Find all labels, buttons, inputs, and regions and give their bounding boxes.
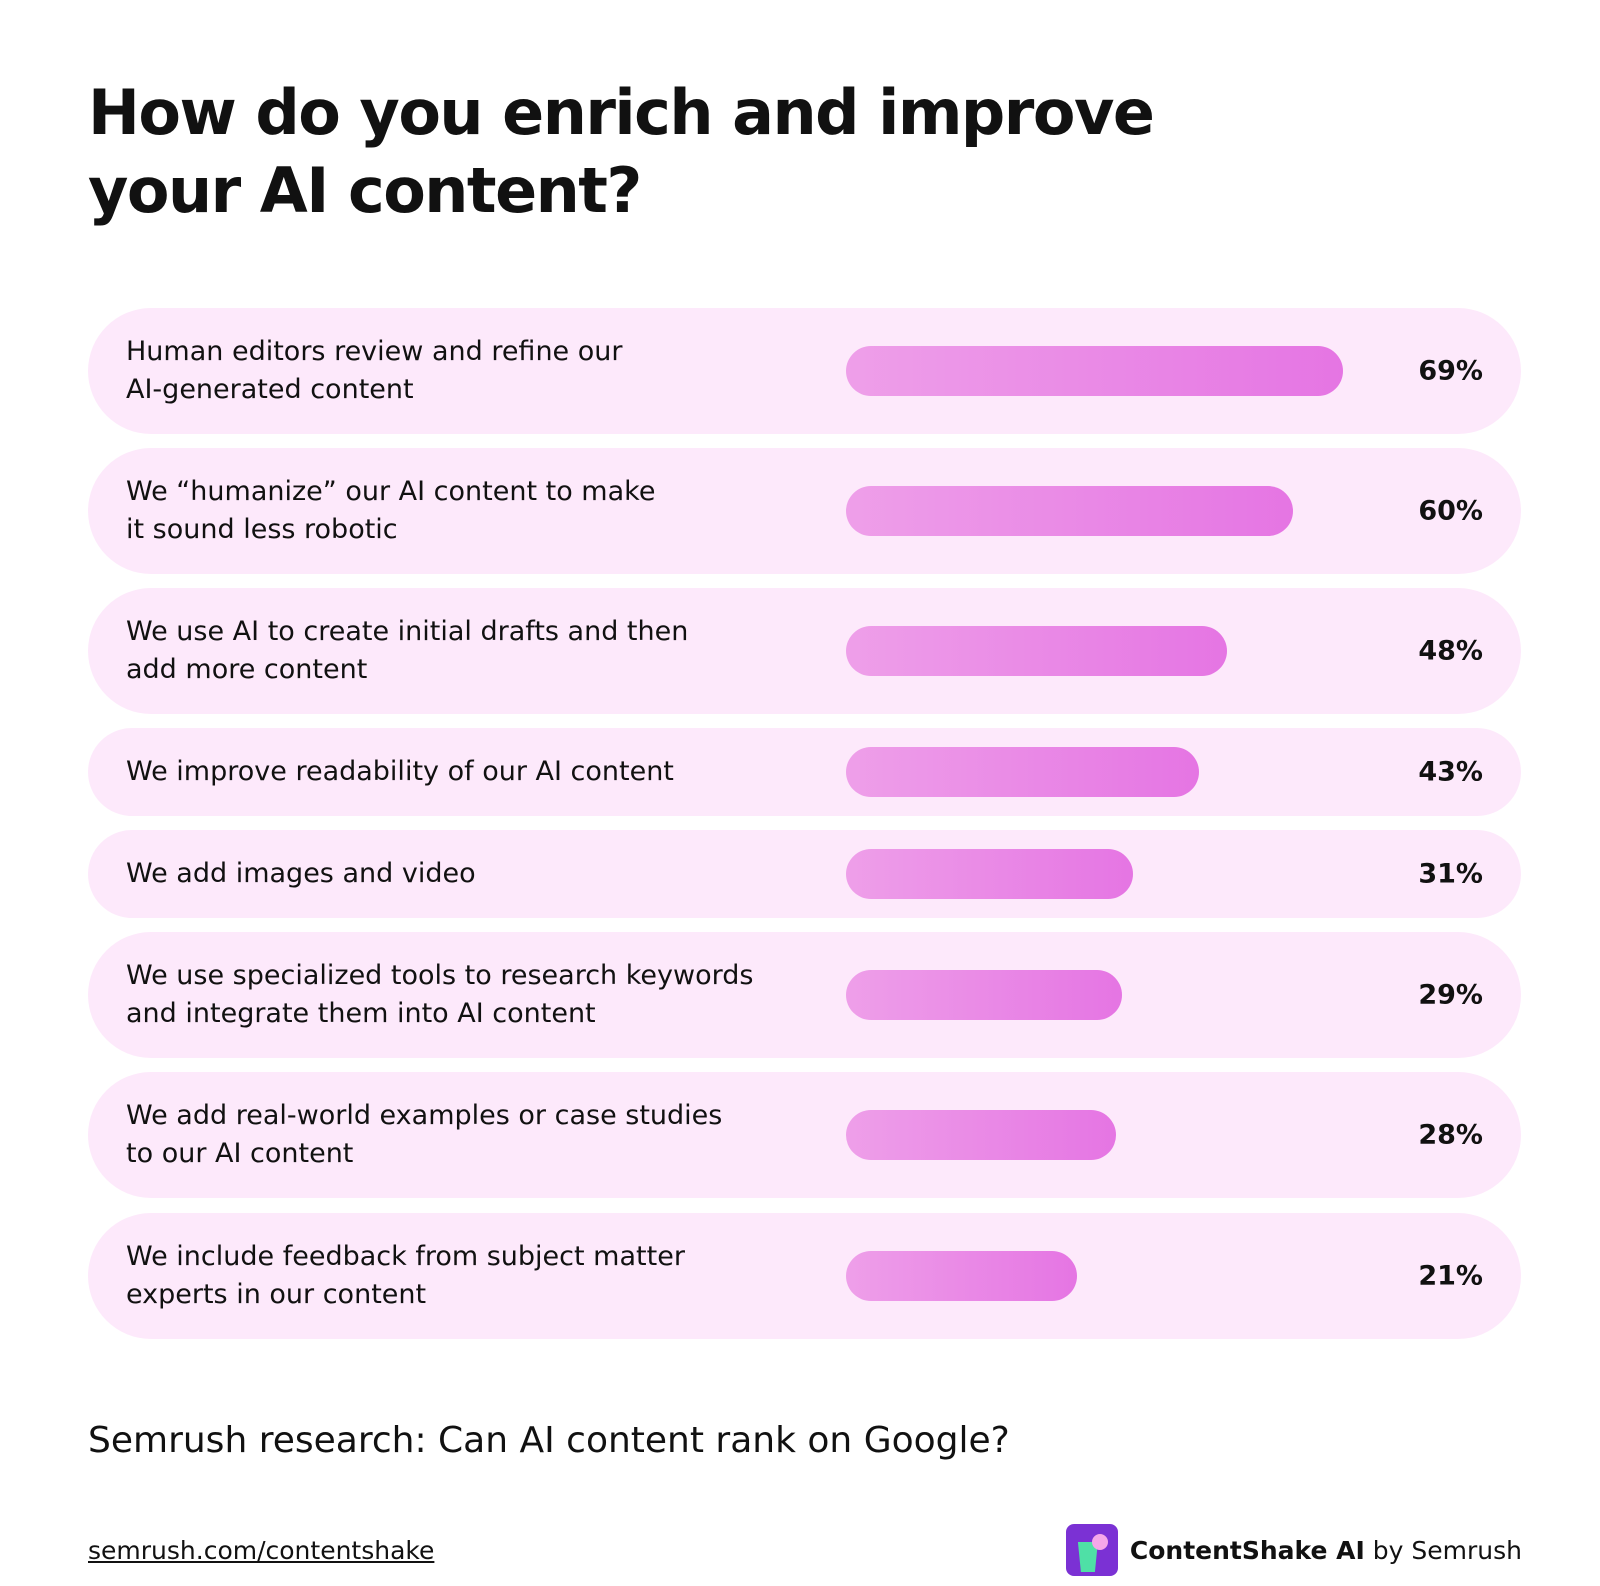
brand-name: ContentShake AI	[1129, 1535, 1365, 1565]
bar-label: We include feedback from subject matter …	[126, 1241, 685, 1310]
bar-row: Human editors review and refine our AI-g…	[88, 308, 1521, 434]
brand: ContentShake AI by Semrush	[1065, 1524, 1522, 1576]
source-link[interactable]: semrush.com/contentshake	[88, 1536, 435, 1565]
bar	[846, 346, 1344, 396]
bar-value-label: 28%	[1418, 1119, 1483, 1151]
bar-row: We add real-world examples or case studi…	[88, 1072, 1521, 1198]
bar-row: We “humanize” our AI content to make it …	[88, 448, 1521, 574]
bar-label: Human editors review and refine our AI-g…	[126, 336, 623, 405]
bar-label: We improve readability of our AI content	[126, 756, 674, 787]
bar-label: We use AI to create initial drafts and t…	[126, 616, 689, 685]
bar-row: We improve readability of our AI content…	[88, 728, 1521, 816]
bar	[846, 849, 1133, 899]
source-subtitle: Semrush research: Can AI content rank on…	[88, 1420, 1010, 1461]
bar-value-label: 69%	[1418, 355, 1483, 387]
bar	[846, 1251, 1078, 1301]
bar-value-label: 31%	[1418, 858, 1483, 890]
bar-label: We use specialized tools to research key…	[126, 960, 754, 1029]
bar-value-label: 21%	[1418, 1260, 1483, 1292]
bar-label: We add real-world examples or case studi…	[126, 1100, 723, 1169]
bar-value-label: 29%	[1418, 979, 1483, 1011]
bar	[846, 1110, 1117, 1160]
bar-row: We include feedback from subject matter …	[88, 1213, 1521, 1339]
bar-label: We add images and video	[126, 858, 476, 889]
bar-row: We use specialized tools to research key…	[88, 932, 1521, 1058]
bar-row: We add images and video 31%	[88, 830, 1521, 918]
brand-by: by Semrush	[1372, 1535, 1522, 1565]
bar-row: We use AI to create initial drafts and t…	[88, 588, 1521, 714]
chart-title: How do you enrich and improve your AI con…	[88, 76, 1155, 227]
bar	[846, 486, 1294, 536]
bar-label: We “humanize” our AI content to make it …	[126, 476, 656, 545]
contentshake-logo-icon	[1065, 1524, 1118, 1576]
bar	[846, 626, 1227, 676]
bar-value-label: 60%	[1418, 495, 1483, 527]
bar	[846, 970, 1122, 1020]
bar	[846, 747, 1200, 797]
bar-value-label: 48%	[1418, 635, 1483, 667]
bar-value-label: 43%	[1418, 756, 1483, 788]
